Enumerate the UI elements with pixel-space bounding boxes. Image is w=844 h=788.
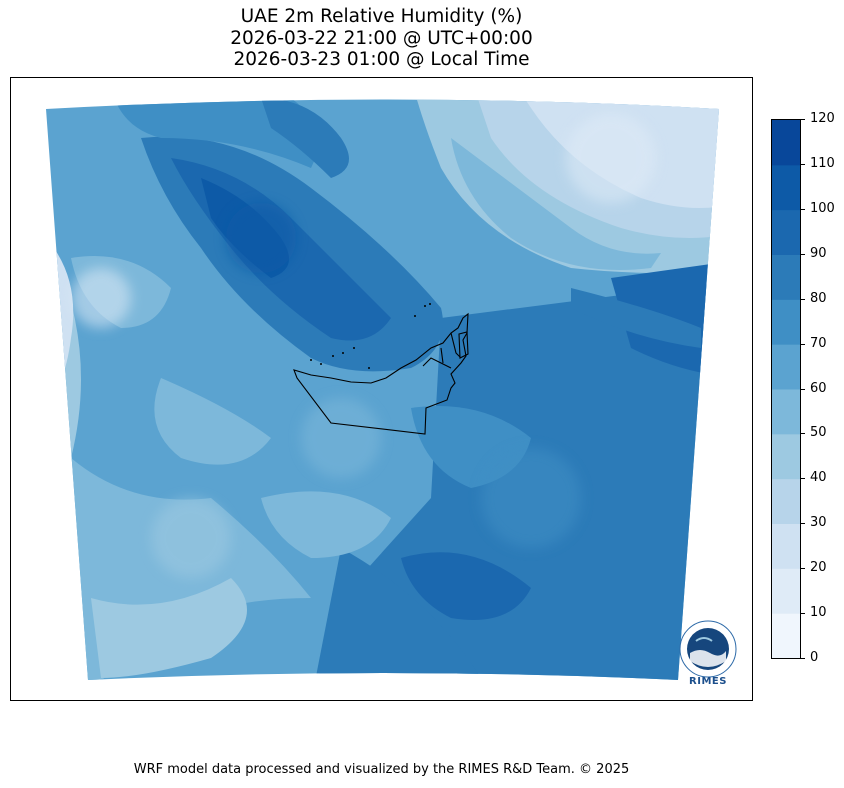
chart-title: UAE 2m Relative Humidity (%) 2026-03-22 … — [10, 6, 753, 71]
colorbar-band — [772, 209, 800, 255]
uae-islands — [310, 303, 431, 369]
colorbar-tick-mark — [801, 163, 805, 165]
colorbar-tick: 100 — [801, 201, 841, 216]
colorbar-tick: 0 — [801, 650, 841, 665]
colorbar-tick: 20 — [801, 560, 841, 575]
title-line-3: 2026-03-23 01:00 @ Local Time — [233, 49, 530, 70]
colorbar-tick-label: 60 — [810, 380, 827, 396]
colorbar-tick-mark — [801, 253, 805, 255]
colorbar-tick-mark — [801, 658, 805, 659]
colorbar-tick-label: 110 — [810, 155, 835, 171]
colorbar-tick-label: 0 — [810, 650, 819, 665]
colorbar-tick-label: 120 — [810, 111, 835, 126]
uae-boundary — [293, 312, 469, 435]
colorbar-tick-mark — [801, 613, 805, 615]
colorbar-band — [772, 568, 800, 614]
colorbar-tick-mark — [801, 388, 805, 390]
rimes-logo: RIMES — [676, 619, 740, 689]
colorbar-band — [772, 120, 800, 166]
colorbar-tick-mark — [801, 298, 805, 300]
title-line-2: 2026-03-22 21:00 @ UTC+00:00 — [230, 27, 533, 49]
colorbar-band — [772, 164, 800, 211]
colorbar-tick-label: 90 — [810, 245, 827, 261]
colorbar-band — [772, 478, 800, 524]
humidity-map — [46, 99, 719, 680]
colorbar-tick-mark — [801, 478, 805, 480]
colorbar-tick: 50 — [801, 425, 841, 440]
colorbar-band — [772, 389, 800, 435]
colorbar-band — [772, 613, 800, 658]
colorbar-tick: 60 — [801, 381, 841, 396]
colorbar-tick: 120 — [801, 111, 841, 126]
colorbar-tick-mark — [801, 433, 805, 435]
colorbar-band — [772, 523, 800, 569]
colorbar-tick-mark — [801, 523, 805, 525]
colorbar-tick-mark — [801, 208, 805, 210]
colorbar-tick-label: 40 — [810, 470, 827, 486]
colorbar-tick: 110 — [801, 156, 841, 171]
colorbar-tick: 90 — [801, 246, 841, 261]
rimes-emblem-icon — [679, 620, 737, 678]
title-line-1: UAE 2m Relative Humidity (%) — [240, 6, 523, 27]
colorbar-band — [772, 344, 800, 390]
colorbar-tick: 10 — [801, 605, 841, 620]
colorbar-tick-label: 100 — [810, 200, 835, 216]
colorbar-tick: 30 — [801, 515, 841, 530]
colorbar-tick-mark — [801, 343, 805, 345]
colorbar-tick-label: 30 — [810, 515, 827, 531]
colorbar-tick-label: 10 — [810, 605, 827, 621]
map-panel — [10, 77, 753, 701]
colorbar-tick-label: 80 — [810, 290, 827, 306]
humidity-field — [46, 99, 719, 680]
logo-label: RIMES — [689, 676, 727, 687]
colorbar-band — [772, 254, 800, 300]
colorbar-band — [772, 433, 800, 480]
colorbar-tick-label: 50 — [810, 425, 827, 441]
colorbar-band — [772, 299, 800, 345]
colorbar-gradient — [772, 120, 800, 658]
colorbar-tick-mark — [801, 119, 805, 120]
colorbar-tick: 80 — [801, 291, 841, 306]
colorbar-ticks: 0 10 20 30 40 50 60 70 80 90 100 110 120 — [801, 111, 841, 665]
colorbar — [771, 119, 801, 659]
colorbar-tick: 70 — [801, 336, 841, 351]
colorbar-tick-label: 70 — [810, 335, 827, 351]
colorbar-tick-label: 20 — [810, 560, 827, 576]
colorbar-tick: 40 — [801, 470, 841, 485]
footer-credit: WRF model data processed and visualized … — [133, 762, 630, 777]
colorbar-tick-mark — [801, 568, 805, 570]
